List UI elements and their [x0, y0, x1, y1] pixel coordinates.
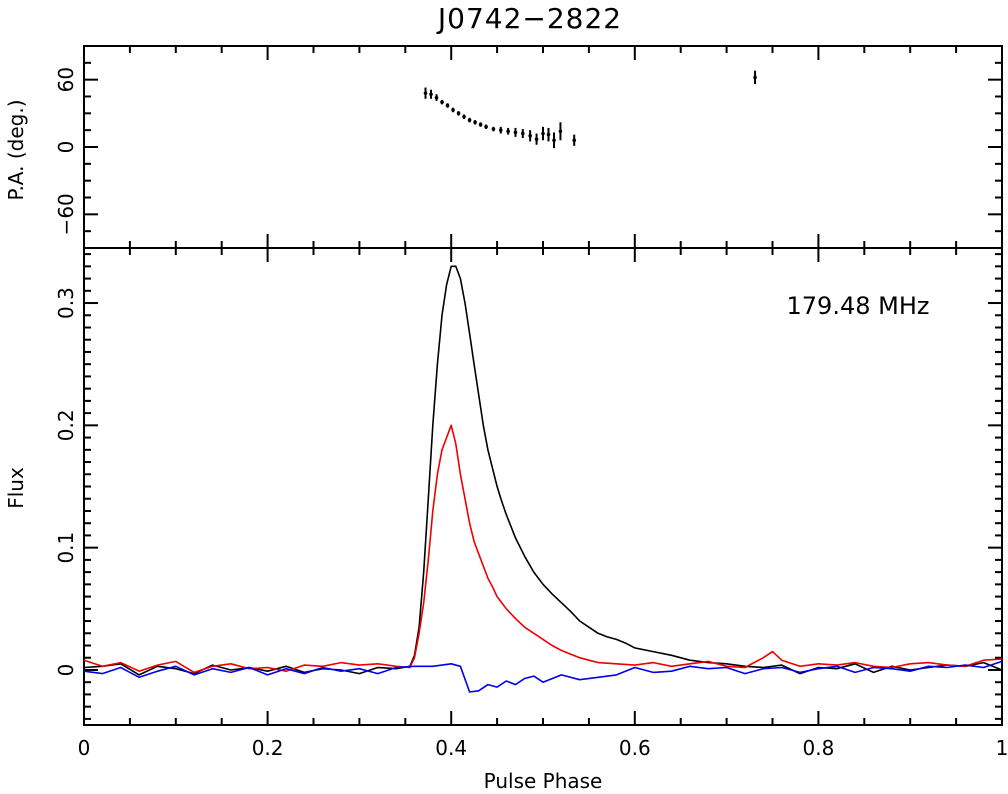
pa-point: [498, 126, 503, 134]
pa-point: [434, 94, 439, 101]
pa-point: [429, 89, 433, 99]
pa-point-marker: [445, 103, 450, 108]
pa-point: [467, 117, 472, 123]
pa-point-marker: [498, 128, 503, 132]
pa-point-marker: [541, 131, 545, 136]
flux-series-group: [83, 265, 1003, 693]
pa-point-marker: [478, 122, 483, 127]
pa-point-marker: [473, 120, 477, 125]
flux-tick-label: 0: [54, 664, 78, 677]
x-tick-label: 0.8: [802, 736, 834, 760]
pa-point: [445, 103, 450, 108]
linear-polarization-line: [83, 424, 1003, 674]
flux-axis-tick-labels: 0 0.1 0.2 0.3: [54, 287, 78, 676]
pa-point: [491, 126, 496, 132]
pa-point-marker: [434, 95, 439, 100]
pa-point-marker: [429, 92, 433, 97]
pa-point: [513, 127, 518, 137]
pa-axis-tick-labels: −60 0 60: [54, 67, 78, 236]
pa-point: [456, 111, 461, 116]
x-axis-label: Pulse Phase: [484, 769, 603, 793]
pa-point-marker: [513, 130, 518, 135]
x-tick-label: 0.4: [435, 736, 467, 760]
flux-axis-ticks: [84, 253, 1002, 720]
circular-polarization-line: [83, 660, 1003, 693]
pa-point: [521, 129, 525, 139]
pa-point-marker: [558, 129, 563, 134]
pa-point: [423, 87, 428, 99]
flux-axis-label: Flux: [4, 467, 28, 509]
pa-point: [558, 122, 563, 141]
pa-point: [534, 133, 539, 145]
pa-axis-label: P.A. (deg.): [4, 99, 28, 200]
pa-tick-label: −60: [54, 193, 78, 235]
x-tick-label: 1: [996, 736, 1008, 760]
pa-point: [572, 134, 577, 146]
pa-tick-label: 0: [54, 141, 78, 154]
pa-point-marker: [491, 127, 496, 131]
pa-point: [473, 120, 477, 125]
flux-tick-label: 0.1: [54, 532, 78, 564]
pa-points-group: [423, 70, 757, 149]
pa-point-marker: [552, 138, 556, 143]
pa-point-marker: [753, 75, 757, 80]
pa-point: [451, 107, 455, 113]
pa-point-marker: [506, 129, 510, 134]
pa-point: [484, 124, 488, 130]
pa-point: [541, 126, 545, 141]
pa-point-marker: [451, 108, 455, 112]
pa-axis-ticks: [84, 45, 1002, 249]
pa-point: [528, 130, 532, 142]
pa-point: [478, 122, 483, 127]
pa-point: [440, 99, 444, 105]
flux-tick-label: 0.2: [54, 409, 78, 441]
pa-point: [552, 132, 556, 149]
frequency-annotation: 179.48 MHz: [787, 292, 930, 320]
pa-point-marker: [467, 118, 472, 122]
x-tick-label: 0.2: [252, 736, 284, 760]
x-tick-label: 0.6: [619, 736, 651, 760]
pa-point-marker: [456, 111, 461, 116]
x-axis-tick-labels: 0 0.2 0.4 0.6 0.8 1: [78, 736, 1008, 760]
pa-point: [546, 127, 551, 142]
x-tick-label: 0: [78, 736, 91, 760]
pa-tick-label: 60: [54, 67, 78, 92]
pa-point-marker: [440, 100, 444, 104]
pa-point-marker: [521, 131, 525, 136]
pa-point: [506, 127, 510, 135]
pa-point-marker: [546, 132, 551, 137]
pa-point-marker: [534, 137, 539, 141]
flux-tick-label: 0.3: [54, 287, 78, 319]
chart-title: J0742−2822: [436, 2, 622, 35]
pa-point: [753, 70, 757, 85]
pa-point: [462, 114, 466, 119]
pa-point-marker: [423, 91, 428, 95]
x-axis-ticks: [83, 46, 1003, 725]
pa-point-marker: [572, 138, 577, 143]
pa-point-marker: [484, 125, 488, 129]
pa-point-marker: [462, 114, 466, 119]
pa-point-marker: [528, 133, 532, 138]
